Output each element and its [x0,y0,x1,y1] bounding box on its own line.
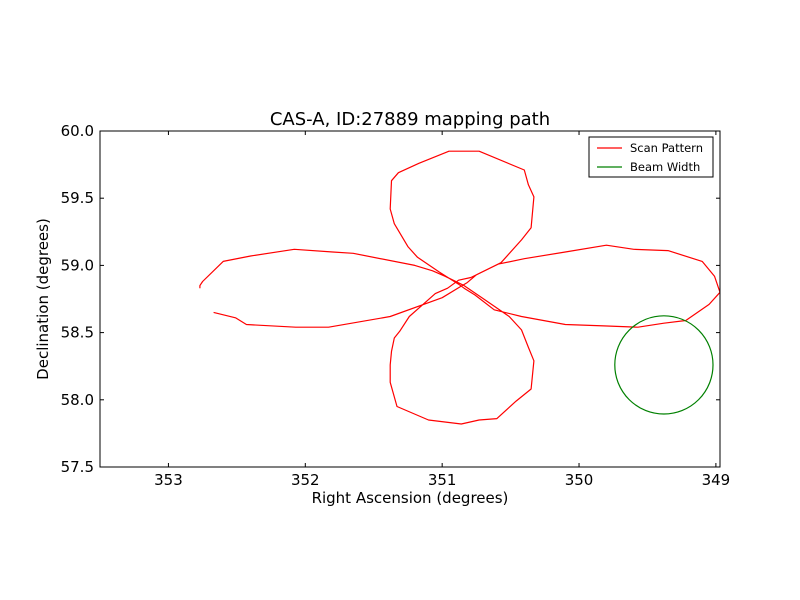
y-tick-label: 57.5 [61,458,94,476]
axes [99,130,721,468]
x-tick-label: 349 [702,471,731,489]
plot-area [199,150,720,425]
legend: Scan Pattern Beam Width [588,136,714,178]
legend-box [588,136,714,178]
scan-pattern-line [199,150,720,425]
ticks: 353 352 351 350 349 57.5 58.0 58.5 59.0 59.5 60.0 [61,122,731,489]
x-tick-label: 351 [428,471,457,489]
chart-title: CAS-A, ID:27889 mapping path [270,109,550,130]
legend-label-scan-pattern: Scan Pattern [630,141,703,155]
x-axis-label: Right Ascension (degrees) [312,489,509,507]
y-axis-label: Declination (degrees) [34,218,52,380]
y-tick-label: 58.5 [61,324,94,342]
y-tick-label: 60.0 [61,122,94,140]
x-tick-label: 352 [291,471,320,489]
y-tick-label: 58.0 [61,391,94,409]
axes-frame [99,130,721,468]
beam-width-circle [614,315,714,415]
legend-label-beam-width: Beam Width [630,160,700,174]
x-tick-label: 353 [154,471,183,489]
y-tick-label: 59.0 [61,256,94,274]
y-tick-label: 59.5 [61,189,94,207]
x-tick-label: 350 [565,471,594,489]
